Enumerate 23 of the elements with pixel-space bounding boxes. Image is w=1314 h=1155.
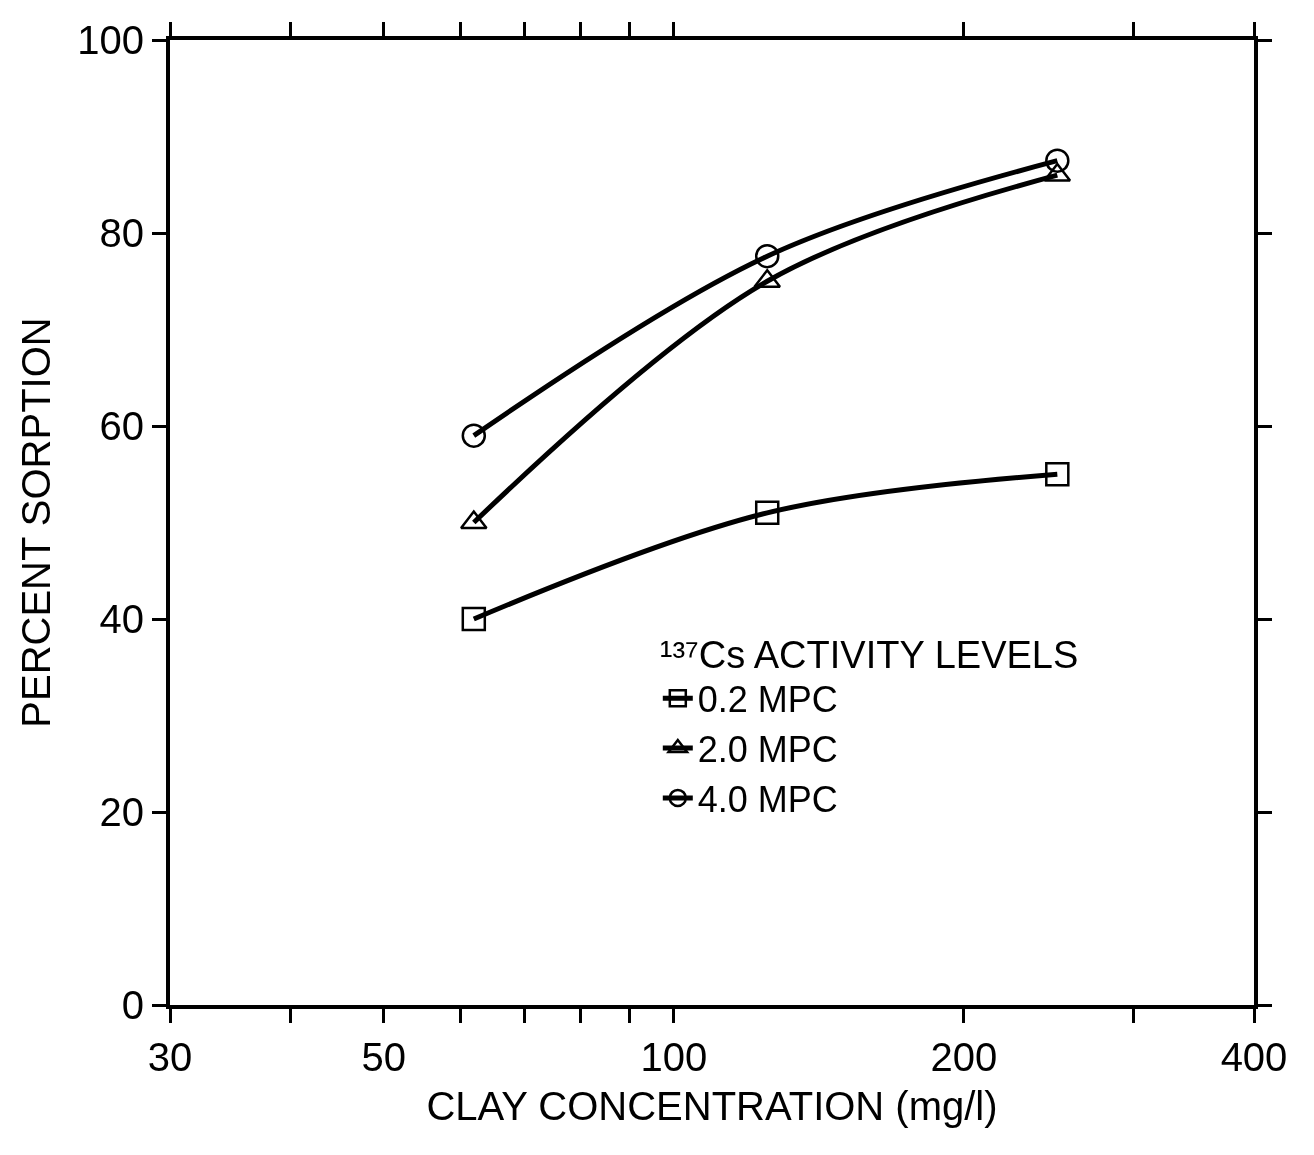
x-tick-label: 100 [640,1035,708,1079]
point [754,243,780,269]
y-tick-label: 100 [77,18,144,62]
point [461,606,487,632]
point [754,500,780,526]
y-tick-label: 0 [121,983,144,1027]
point [1045,462,1070,487]
y-tick-label: 80 [99,211,144,255]
legend-title: ¹³⁷Cs ACTIVITY LEVELS [659,634,1079,677]
point [461,423,487,448]
y-tick-label: 60 [99,404,144,448]
x-tick-label: 50 [361,1035,407,1079]
x-axis-title: CLAY CONCENTRATION (mg/l) [426,1084,998,1128]
legend-label: 4.0 MPC [697,778,838,820]
y-axis-title: PERCENT SORPTION [14,317,59,728]
legend-label: 0.2 MPC [697,679,838,721]
legend-label: 2.0 MPC [697,729,838,771]
x-tick-label: 30 [147,1035,193,1079]
point [1045,148,1070,173]
x-tick-label: 400 [1220,1035,1288,1079]
y-tick-label: 40 [99,597,144,641]
x-tick-label: 200 [930,1035,998,1079]
y-tick-label: 20 [99,790,144,834]
